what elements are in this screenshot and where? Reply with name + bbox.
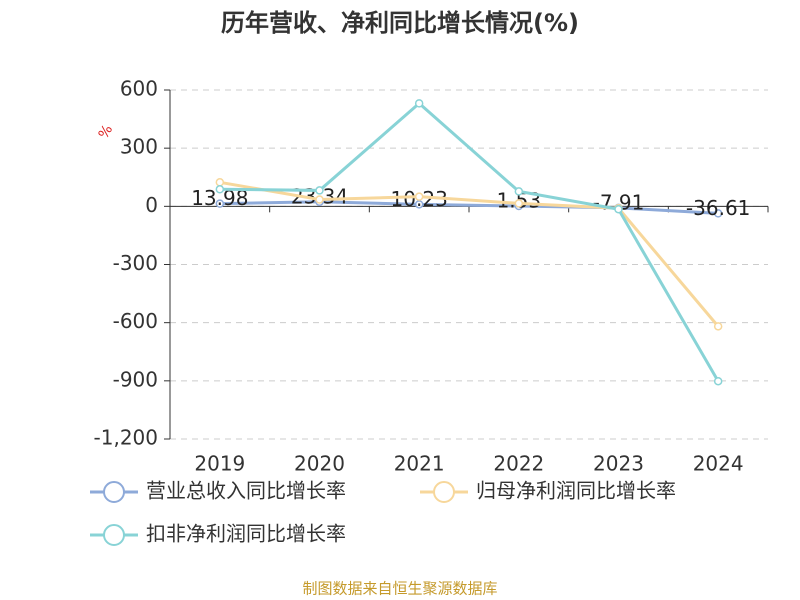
- legend-item[interactable]: 归母净利润同比增长率: [420, 479, 676, 503]
- legend-label: 营业总收入同比增长率: [146, 479, 346, 503]
- data-point: [215, 185, 225, 194]
- source-note: 制图数据来自恒生聚源数据库: [302, 580, 497, 598]
- y-tick-label: 300: [120, 135, 158, 159]
- data-point: [713, 209, 723, 218]
- legend-label: 归母净利润同比增长率: [476, 479, 676, 503]
- y-tick-label: -600: [113, 309, 158, 333]
- data-point: [713, 376, 723, 386]
- series-line: [219, 101, 720, 382]
- x-tick-label: 2019: [194, 452, 245, 476]
- data-point: [215, 178, 225, 187]
- x-tick-label: 2024: [693, 452, 744, 476]
- y-tick-label: -1,200: [94, 426, 158, 450]
- y-tick-label: 0: [145, 193, 158, 217]
- y-axis-label: %: [96, 122, 117, 142]
- y-tick-label: 600: [120, 77, 158, 101]
- y-tick-label: -300: [113, 251, 158, 275]
- data-point: [215, 199, 225, 208]
- x-tick-label: 2023: [593, 452, 644, 476]
- data-point: [414, 99, 424, 108]
- data-point: [514, 187, 524, 196]
- data-point: [514, 199, 524, 208]
- legend-marker: [103, 524, 125, 546]
- legend-label: 扣非净利润同比增长率: [146, 522, 346, 546]
- series-line: [219, 200, 719, 215]
- data-point: [713, 322, 723, 331]
- data-point: [414, 192, 424, 201]
- y-tick-label: -900: [113, 367, 158, 391]
- data-point: [315, 195, 324, 204]
- data-point: [315, 186, 324, 195]
- data-label: -36.61: [686, 196, 750, 220]
- data-point: [614, 204, 623, 214]
- legend-item[interactable]: 营业总收入同比增长率: [90, 479, 346, 503]
- legend-marker: [433, 481, 455, 503]
- x-tick-label: 2022: [493, 452, 544, 476]
- x-tick-label: 2020: [294, 452, 345, 476]
- legend-marker: [103, 481, 125, 503]
- chart-title: 历年营收、净利同比增长情况(%): [221, 9, 579, 37]
- legend-item[interactable]: 扣非净利润同比增长率: [90, 522, 346, 546]
- x-tick-label: 2021: [394, 452, 445, 476]
- series-line: [219, 180, 720, 328]
